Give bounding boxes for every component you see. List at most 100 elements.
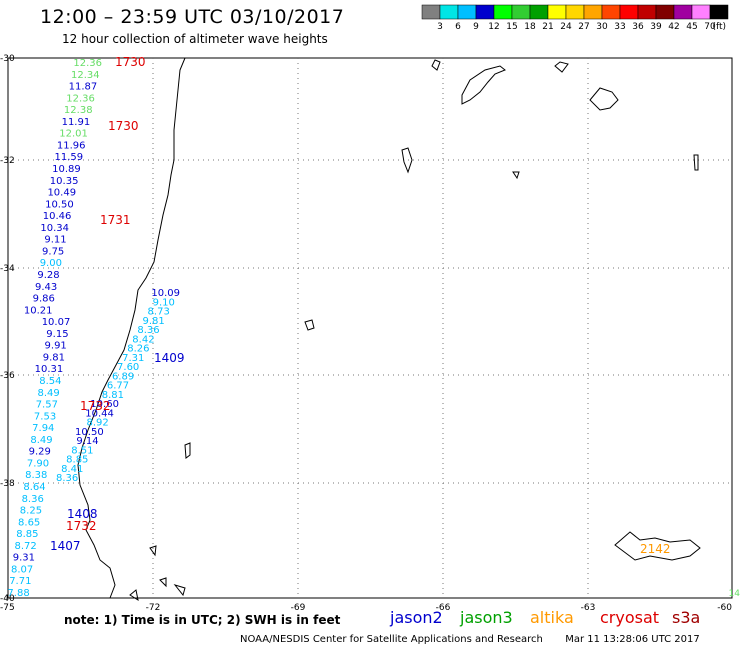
credit-timestamp: Mar 11 13:28:06 UTC 2017 [565,634,700,645]
pass-time-label: 1730 [115,55,146,69]
footnote: note: 1) Time is in UTC; 2) SWH is in fe… [64,613,341,627]
wave-height-value: 11.87 [69,82,98,93]
wave-height-value: 7.53 [34,411,56,422]
map-frame [7,57,733,599]
satellite-legend-jason3: jason3 [460,608,513,627]
wave-height-value: 8.49 [30,435,52,446]
credit-line: NOAA/NESDIS Center for Satellite Applica… [240,634,700,645]
longitude-label: -75 [0,603,15,613]
color-swatch [511,4,531,20]
wave-height-value: 10.09 [151,288,180,299]
map-title: 12:00 – 23:59 UTC 03/10/2017 [40,6,345,28]
wave-height-value: 9.31 [13,553,35,564]
wave-height-value: 9.14 [76,436,98,447]
wave-height-value: 12.01 [59,129,88,140]
color-swatch [619,4,639,20]
wave-height-value: 8.64 [23,482,45,493]
color-tick-label: 30 [596,22,608,32]
wave-height-value: 8.42 [132,334,154,345]
wave-height-value: 10.34 [40,223,69,234]
island-d [693,154,699,171]
color-tick-label: 45 [686,22,697,32]
wave-height-value: 7.31 [122,353,144,364]
wave-height-value: 9.11 [44,235,66,246]
wave-height-value: 8.92 [87,418,109,429]
satellite-legend-cryosat: cryosat [600,608,660,627]
wave-height-value: 8.49 [37,388,59,399]
longitude-label: -69 [291,603,306,613]
color-tick-label: 42 [668,22,679,32]
color-tick-label: 27 [578,22,589,32]
wave-height-value: 11.96 [57,140,86,151]
wave-height-value: 9.43 [35,282,57,293]
latitude-label: -36 [0,371,15,381]
pass-time-label: 1409 [154,351,185,365]
wave-height-value: 7.57 [36,400,58,411]
pass-time-label: 1732 [66,519,97,533]
pass-time-label: 1732 [80,399,111,413]
wave-height-value: 7.60 [117,362,139,373]
wave-height-value: 8.07 [11,564,33,575]
wave-height-value: 9.15 [46,329,68,340]
map-grid: -30 -32 -34 -36 -38 -40-75 -72 -69 -66 -63 -60 [0,54,733,613]
wave-height-value: 8.38 [25,470,47,481]
longitude-label: -60 [717,603,732,613]
satellite-legend-altika: altika [530,608,574,627]
color-swatch [583,4,603,20]
wave-height-value: 12.38 [64,105,93,116]
color-tick-label: 36 [632,22,644,32]
color-tick-label: 39 [650,22,662,32]
wave-height-value: 11.91 [62,117,91,128]
longitude-label: -72 [146,603,161,613]
island-b [304,319,315,331]
color-tick-label: 3 [437,22,443,32]
wave-height-value: 12.36 [66,93,95,104]
wave-height-value: 9.86 [33,294,55,305]
wave-height-value: 8.36 [56,473,78,484]
wave-height-value: 7.94 [32,423,54,434]
color-tick-label: 33 [614,22,625,32]
color-unit-label: (ft) [712,22,726,32]
color-swatch [493,4,513,20]
color-tick-label: 70 [704,22,716,32]
wave-height-value: 10.31 [35,364,64,375]
coast-fragment [431,59,441,71]
wave-height-value: 12.34 [71,70,100,81]
latitude-label: -38 [0,479,15,489]
wave-height-value: 7.90 [27,458,49,469]
color-tick-label: 21 [542,22,553,32]
wave-height-value: 10.07 [42,317,71,328]
wave-height-value: 10.49 [47,188,76,199]
color-tick-label: 18 [524,22,536,32]
map-subtitle: 12 hour collection of altimeter wave hei… [62,32,328,46]
wave-height-value: 6.89 [112,371,134,382]
color-swatch [439,4,459,20]
coast-fragment-east [554,61,569,73]
wave-height-value: 10.44 [85,408,114,419]
color-swatch [601,4,621,20]
pass-time-label: 1407 [50,539,81,553]
color-tick-label: 6 [455,22,461,32]
wave-height-value: 12.36 [73,58,102,69]
wave-height-value: 11.59 [55,152,84,163]
wave-height-value: 9.81 [43,352,65,363]
wave-height-value: 9.75 [42,246,64,257]
wave-height-value: 8.26 [127,344,149,355]
wave-height-value: 8.51 [71,445,93,456]
wave-height-value: 7.71 [9,576,31,587]
latitude-label: -32 [0,156,15,166]
wave-height-value: 6.77 [107,381,129,392]
wave-height-value: 10.21 [24,305,53,316]
wave-height-value: 7.88 [7,588,29,599]
color-tick-label: 9 [473,22,479,32]
wave-height-value: 10.50 [75,427,104,438]
satellite-legend-jason2: jason2 [390,608,443,627]
color-swatch [565,4,585,20]
longitude-label: -63 [581,603,596,613]
wave-height-value: 8.73 [148,307,170,318]
color-scale-legend: 3 6 9 12 15 18 21 24 27 30 33 36 39 42 45 70(ft) [421,4,729,32]
wave-height-value: 10.50 [45,199,74,210]
wave-height-value: 10.60 [90,399,119,410]
